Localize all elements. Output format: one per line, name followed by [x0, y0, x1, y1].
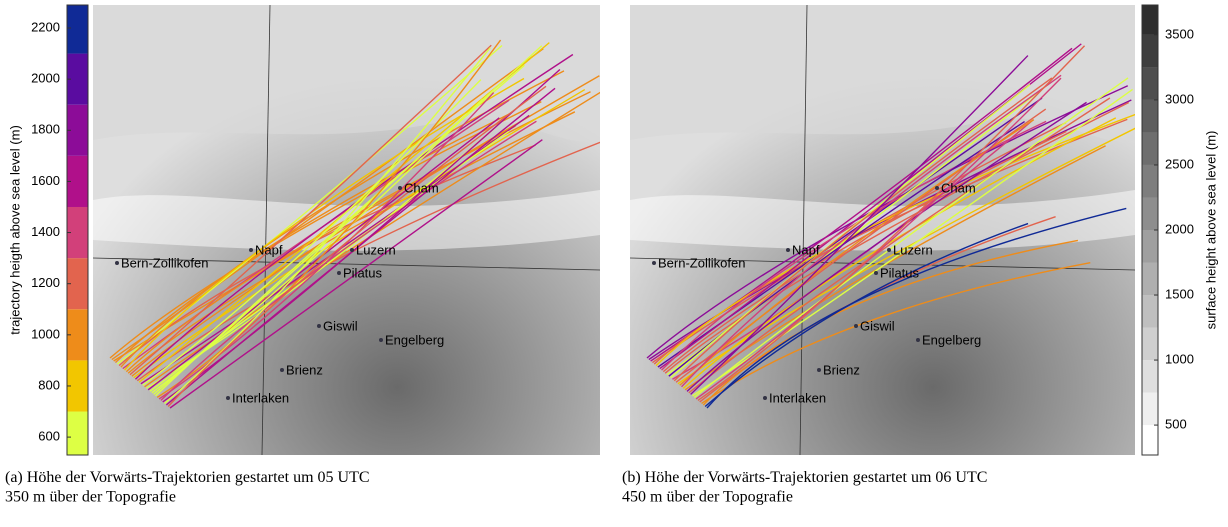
colorbar-band — [1142, 132, 1158, 165]
caption-text: Höhe der Vorwärts-Trajektorien gestartet… — [645, 469, 988, 486]
place-label: Engelberg — [385, 332, 444, 347]
tick-label: 1400 — [31, 224, 60, 239]
colorbar-band — [1142, 35, 1158, 68]
place-dot — [763, 396, 767, 400]
place-label: Napf — [792, 242, 820, 257]
place-label: Pilatus — [880, 265, 920, 280]
place-dot — [854, 324, 858, 328]
place-label: Interlaken — [769, 390, 826, 405]
tick-label: 1500 — [1165, 286, 1194, 301]
map-b — [630, 5, 1141, 455]
colorbar-band — [1142, 360, 1158, 393]
place-label: Interlaken — [232, 390, 289, 405]
tick-label: 1000 — [31, 326, 60, 341]
colorbar-band — [1142, 197, 1158, 230]
map-a — [93, 5, 604, 455]
place-label: Brienz — [286, 362, 323, 377]
place-dot — [916, 338, 920, 342]
colorbar-band — [1142, 328, 1158, 361]
place-dot — [226, 396, 230, 400]
place-label: Brienz — [823, 362, 860, 377]
place-label: Giswil — [323, 318, 358, 333]
colorbar-label: trajectory heigth above sea level (m) — [7, 125, 22, 335]
place-dot — [652, 261, 656, 265]
place-dot — [249, 248, 253, 252]
tick-label: 2000 — [31, 71, 60, 86]
colorbar-band — [1142, 5, 1158, 35]
colorbar-band — [1142, 393, 1158, 426]
tick-label: 1200 — [31, 275, 60, 290]
tick-label: 500 — [1165, 417, 1187, 432]
place-dot — [280, 368, 284, 372]
caption: (b) Höhe der Vorwärts-Trajektorien gesta… — [622, 469, 987, 486]
tick-label: 800 — [38, 377, 60, 392]
place-dot — [350, 248, 354, 252]
colorbar-band — [1142, 263, 1158, 296]
place-dot — [398, 186, 402, 190]
place-label: Cham — [404, 180, 439, 195]
caption-text: 350 m über der Topografie — [5, 489, 176, 506]
caption-text: 450 m über der Topografie — [622, 489, 793, 506]
place-dot — [337, 271, 341, 275]
tick-label: 2500 — [1165, 156, 1194, 171]
place-label: Napf — [255, 242, 283, 257]
tick-label: 600 — [38, 429, 60, 444]
tick-label: 1600 — [31, 173, 60, 188]
tick-label: 3500 — [1165, 26, 1194, 41]
place-label: Bern-Zollikofen — [121, 255, 208, 270]
tick-label: 3000 — [1165, 91, 1194, 106]
place-dot — [817, 368, 821, 372]
place-dot — [115, 261, 119, 265]
colorbar-band — [67, 412, 88, 455]
colorbar-band — [1142, 67, 1158, 100]
place-dot — [317, 324, 321, 328]
place-dot — [786, 248, 790, 252]
colorbar-band — [1142, 230, 1158, 263]
colorbar-band — [1142, 165, 1158, 198]
place-label: Engelberg — [922, 332, 981, 347]
tick-label: 1000 — [1165, 351, 1194, 366]
place-dot — [887, 248, 891, 252]
place-label: Luzern — [356, 242, 396, 257]
colorbar-band — [67, 5, 88, 54]
place-label: Pilatus — [343, 265, 383, 280]
tick-label: 2200 — [31, 19, 60, 34]
caption-text: Höhe der Vorwärts-Trajektorien gestartet… — [27, 469, 370, 486]
tick-label: 1800 — [31, 122, 60, 137]
tick-label: 2000 — [1165, 221, 1194, 236]
colorbar-band — [1142, 100, 1158, 133]
place-label: Bern-Zollikofen — [658, 255, 745, 270]
colorbar-band — [1142, 295, 1158, 328]
colorbar-label: surface height above sea level (m) — [1203, 131, 1218, 330]
place-label: Cham — [941, 180, 976, 195]
colorbar-band — [1142, 425, 1158, 455]
caption-label: (b) — [622, 469, 641, 486]
place-dot — [379, 338, 383, 342]
place-dot — [935, 186, 939, 190]
caption: (a) Höhe der Vorwärts-Trajektorien gesta… — [5, 469, 370, 486]
place-label: Giswil — [860, 318, 895, 333]
place-label: Luzern — [893, 242, 933, 257]
figure: trajectory heigth above sea level (m) su… — [0, 0, 1228, 522]
caption-label: (a) — [5, 469, 23, 486]
place-dot — [874, 271, 878, 275]
